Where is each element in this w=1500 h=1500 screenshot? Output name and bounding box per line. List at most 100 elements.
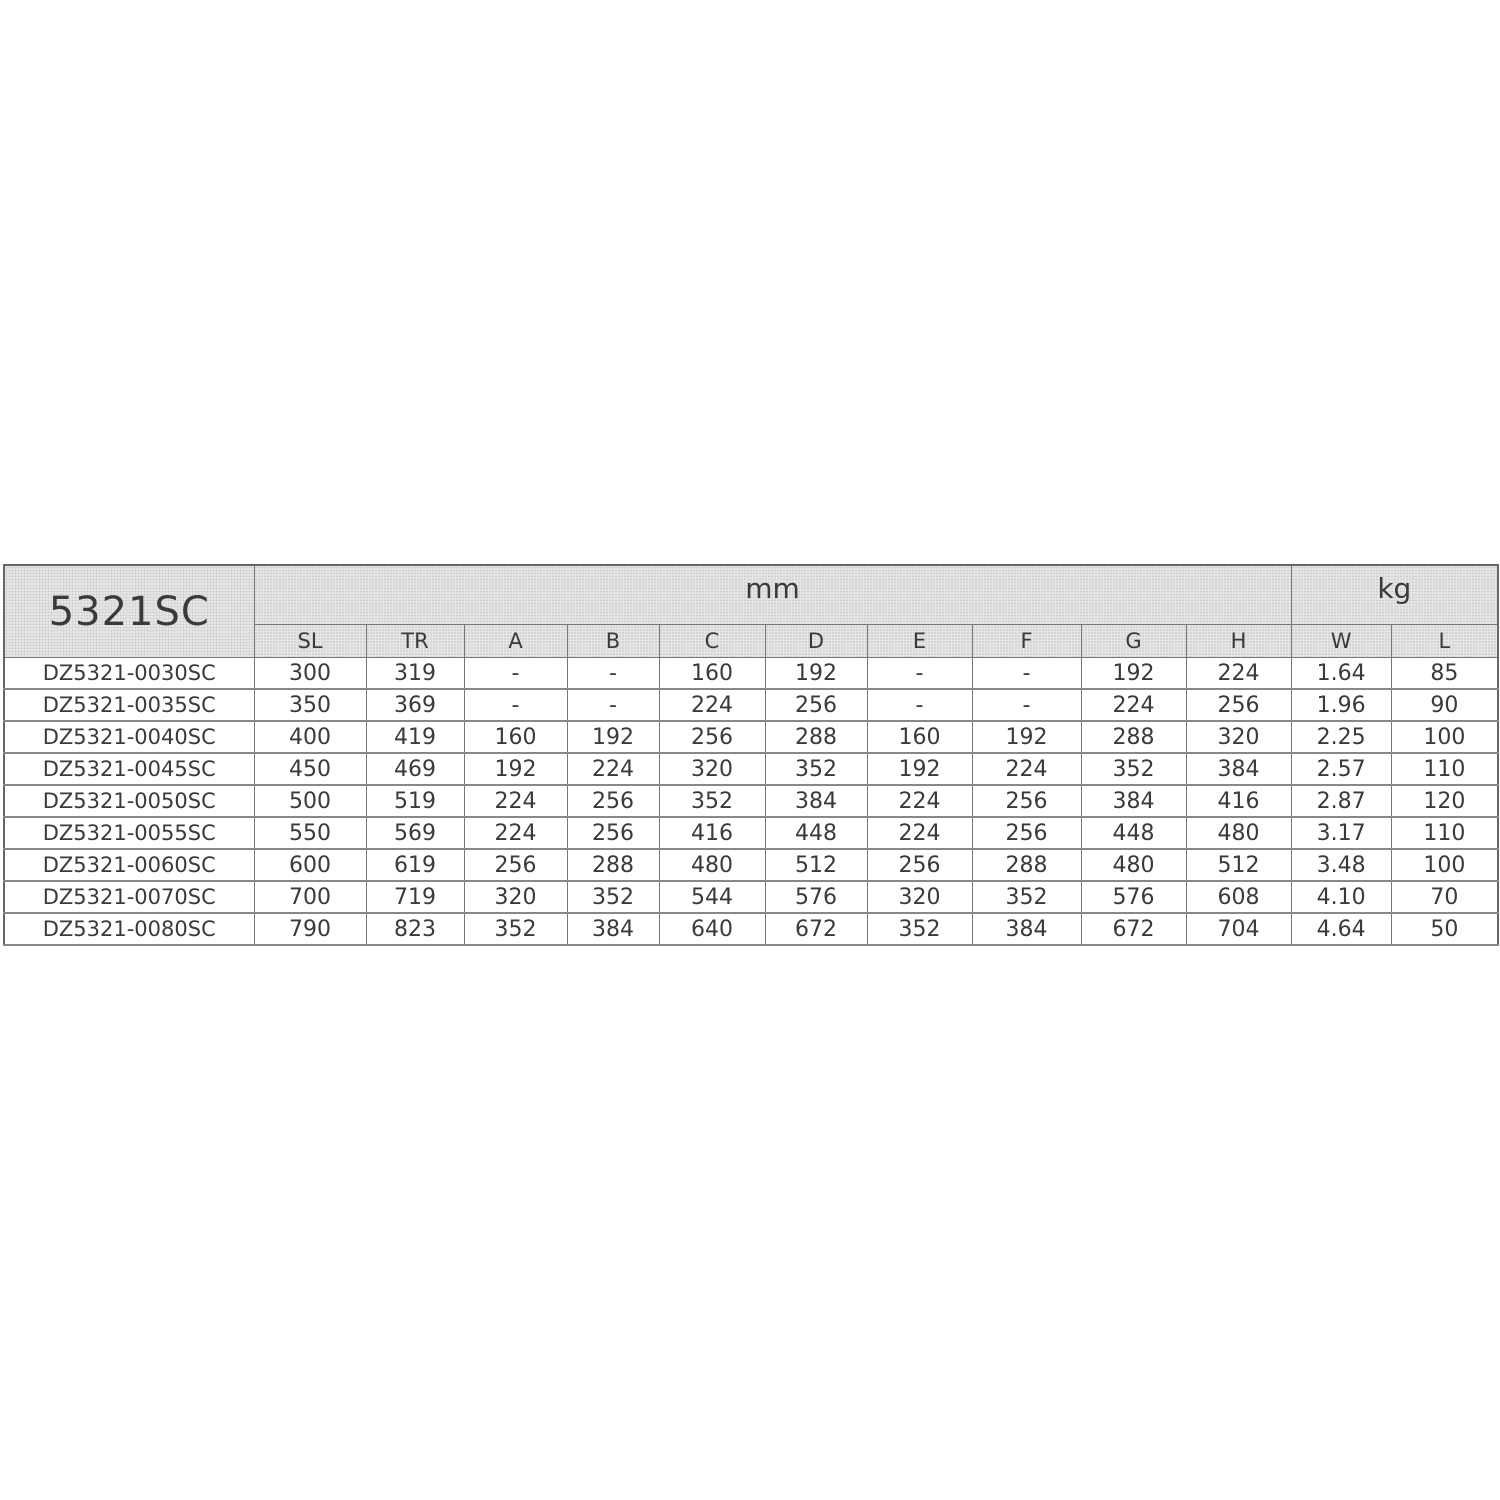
value-cell-h: 416 <box>1185 784 1292 818</box>
table-row: DZ5321-0035SC 350 369- -224 256- -224 256 1.96 9… <box>3 688 1499 722</box>
table-row: DZ5321-0045SC 450 469 192 224 320 352 192 224 352… <box>3 752 1499 786</box>
value-cell-tr: 419 <box>365 720 465 754</box>
value-cell-w: 2.25 <box>1290 720 1392 754</box>
table-row: DZ5321-0070SC 700 719 320 352 544 576 320 352 576… <box>3 880 1499 914</box>
value-cell-w: 2.57 <box>1290 752 1392 786</box>
value-cell-w: 1.96 <box>1290 688 1392 722</box>
table-row: DZ5321-0050SC 500 519 224 256 352 384 224 256 384… <box>3 784 1499 818</box>
value-cell-g: 672 <box>1080 912 1187 946</box>
value-cell-g: 352 <box>1080 752 1187 786</box>
model-cell: DZ5321-0050SC <box>3 784 255 818</box>
value-cell-sl: 500 <box>253 784 367 818</box>
unit-mm-header: mm <box>253 564 1292 625</box>
value-cell-b: 256 <box>566 816 660 850</box>
value-cell-d: 256 <box>764 688 868 722</box>
value-cell-b: - <box>566 688 660 722</box>
value-cell-l: 85 <box>1390 657 1499 690</box>
model-cell: DZ5321-0030SC <box>3 657 255 690</box>
table-row: DZ5321-0060SC 600 619 256 288 480 512 256 288 480… <box>3 848 1499 882</box>
value-cell-c: 480 <box>658 848 766 882</box>
column-header-tr: TR <box>365 624 465 658</box>
value-cell-w: 3.17 <box>1290 816 1392 850</box>
value-cell-f: 256 <box>971 784 1082 818</box>
value-cell-d: 352 <box>764 752 868 786</box>
value-cell-d: 384 <box>764 784 868 818</box>
value-cell-a: 224 <box>463 784 568 818</box>
spec-table: 5321SC mm kg SL TR A B C D E F G H W L DZ5321-0030S… <box>3 564 1500 946</box>
value-cell-g: 288 <box>1080 720 1187 754</box>
value-cell-h: 704 <box>1185 912 1292 946</box>
value-cell-c: 256 <box>658 720 766 754</box>
value-cell-w: 1.64 <box>1290 657 1392 690</box>
value-cell-l: 120 <box>1390 784 1499 818</box>
column-header-e: E <box>866 624 973 658</box>
value-cell-h: 256 <box>1185 688 1292 722</box>
model-title: 5321SC <box>3 564 255 658</box>
column-header-g: G <box>1080 624 1187 658</box>
value-cell-e: 256 <box>866 848 973 882</box>
value-cell-a: 192 <box>463 752 568 786</box>
value-cell-a: 224 <box>463 816 568 850</box>
value-cell-l: 110 <box>1390 752 1499 786</box>
value-cell-c: 224 <box>658 688 766 722</box>
value-cell-w: 4.10 <box>1290 880 1392 914</box>
value-cell-w: 3.48 <box>1290 848 1392 882</box>
column-header-w: W <box>1290 624 1392 658</box>
value-cell-l: 70 <box>1390 880 1499 914</box>
value-cell-f: 256 <box>971 816 1082 850</box>
value-cell-c: 352 <box>658 784 766 818</box>
value-cell-tr: 369 <box>365 688 465 722</box>
value-cell-w: 4.64 <box>1290 912 1392 946</box>
value-cell-a: 256 <box>463 848 568 882</box>
value-cell-b: 256 <box>566 784 660 818</box>
value-cell-c: 544 <box>658 880 766 914</box>
value-cell-w: 2.87 <box>1290 784 1392 818</box>
value-cell-e: 224 <box>866 816 973 850</box>
table-row: DZ5321-0080SC 790 823 352 384 640 672 352 384 672… <box>3 912 1499 946</box>
value-cell-tr: 619 <box>365 848 465 882</box>
value-cell-e: - <box>866 657 973 690</box>
value-cell-a: 320 <box>463 880 568 914</box>
value-cell-c: 160 <box>658 657 766 690</box>
value-cell-f: 288 <box>971 848 1082 882</box>
value-cell-tr: 469 <box>365 752 465 786</box>
model-cell: DZ5321-0045SC <box>3 752 255 786</box>
value-cell-d: 448 <box>764 816 868 850</box>
value-cell-b: 352 <box>566 880 660 914</box>
table-row: DZ5321-0055SC 550 569 224 256 416 448 224 256 448… <box>3 816 1499 850</box>
value-cell-l: 100 <box>1390 720 1499 754</box>
value-cell-b: 288 <box>566 848 660 882</box>
value-cell-g: 224 <box>1080 688 1187 722</box>
column-header-b: B <box>566 624 660 658</box>
value-cell-sl: 450 <box>253 752 367 786</box>
value-cell-e: 224 <box>866 784 973 818</box>
value-cell-g: 576 <box>1080 880 1187 914</box>
value-cell-f: - <box>971 657 1082 690</box>
value-cell-f: 224 <box>971 752 1082 786</box>
value-cell-h: 608 <box>1185 880 1292 914</box>
value-cell-h: 512 <box>1185 848 1292 882</box>
column-header-c: C <box>658 624 766 658</box>
value-cell-d: 672 <box>764 912 868 946</box>
value-cell-h: 384 <box>1185 752 1292 786</box>
value-cell-c: 320 <box>658 752 766 786</box>
value-cell-f: 352 <box>971 880 1082 914</box>
value-cell-e: 352 <box>866 912 973 946</box>
value-cell-tr: 519 <box>365 784 465 818</box>
value-cell-c: 640 <box>658 912 766 946</box>
value-cell-c: 416 <box>658 816 766 850</box>
value-cell-d: 192 <box>764 657 868 690</box>
model-cell: DZ5321-0070SC <box>3 880 255 914</box>
value-cell-l: 100 <box>1390 848 1499 882</box>
value-cell-b: 224 <box>566 752 660 786</box>
value-cell-l: 90 <box>1390 688 1499 722</box>
value-cell-tr: 319 <box>365 657 465 690</box>
value-cell-tr: 569 <box>365 816 465 850</box>
unit-kg-header: kg <box>1290 564 1499 625</box>
model-cell: DZ5321-0040SC <box>3 720 255 754</box>
value-cell-l: 50 <box>1390 912 1499 946</box>
model-cell: DZ5321-0035SC <box>3 688 255 722</box>
value-cell-sl: 350 <box>253 688 367 722</box>
table-row: DZ5321-0030SC 300 319- -160 192- -192 224 1.64 8… <box>3 657 1499 690</box>
table-row: DZ5321-0040SC 400 419 160 192 256 288 160 192 288… <box>3 720 1499 754</box>
